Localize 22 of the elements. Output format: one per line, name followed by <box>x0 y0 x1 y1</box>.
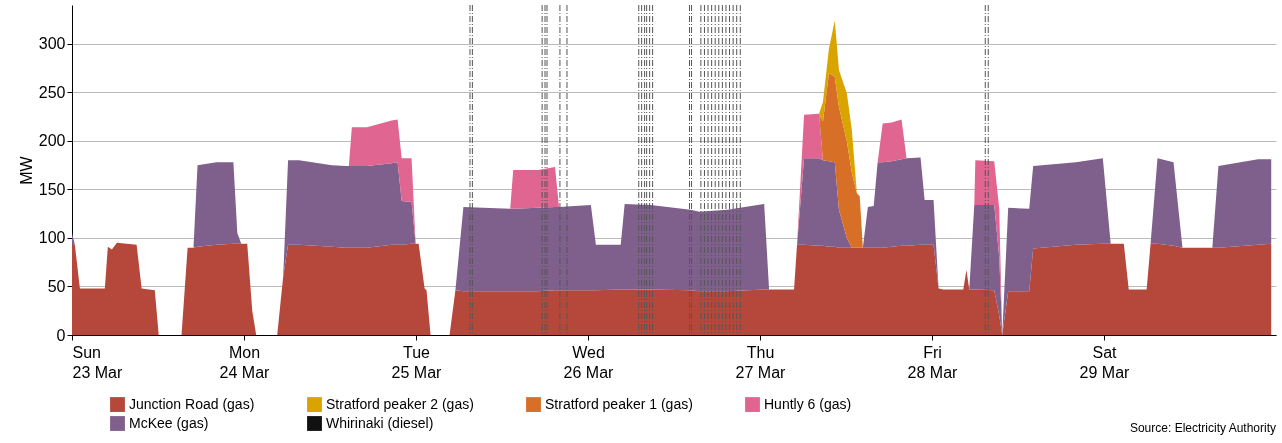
legend-label: Huntly 6 (gas) <box>764 395 852 412</box>
y-tick-label: 250 <box>38 83 66 101</box>
x-tick-label: Sun 23 Mar <box>72 343 123 381</box>
legend-label: Stratford peaker 1 (gas) <box>545 395 693 412</box>
x-tick-label: Mon 24 Mar <box>219 343 271 381</box>
x-tick-label: Sat 29 Mar <box>1079 343 1131 381</box>
y-tick-label: 0 <box>56 326 66 344</box>
x-tick-label: Tue 25 Mar <box>391 343 443 381</box>
legend-label: Whirinaki (diesel) <box>326 414 434 431</box>
y-axis-title: MW <box>17 155 35 185</box>
y-tick-label: 100 <box>38 229 66 247</box>
y-tick-label: 150 <box>38 180 66 198</box>
legend-label: Stratford peaker 2 (gas) <box>326 395 474 412</box>
y-tick-label: 200 <box>38 132 66 150</box>
legend-label: Junction Road (gas) <box>129 395 255 412</box>
x-tick-label: Wed 26 Mar <box>563 343 615 381</box>
y-tick-label: 300 <box>38 35 66 53</box>
source-note: Source: Electricity Authority <box>1129 421 1276 435</box>
legend-label: McKee (gas) <box>129 414 209 431</box>
x-tick-label: Fri 28 Mar <box>907 343 959 381</box>
x-tick-label: Thu 27 Mar <box>735 343 787 381</box>
y-tick-label: 50 <box>47 277 66 295</box>
